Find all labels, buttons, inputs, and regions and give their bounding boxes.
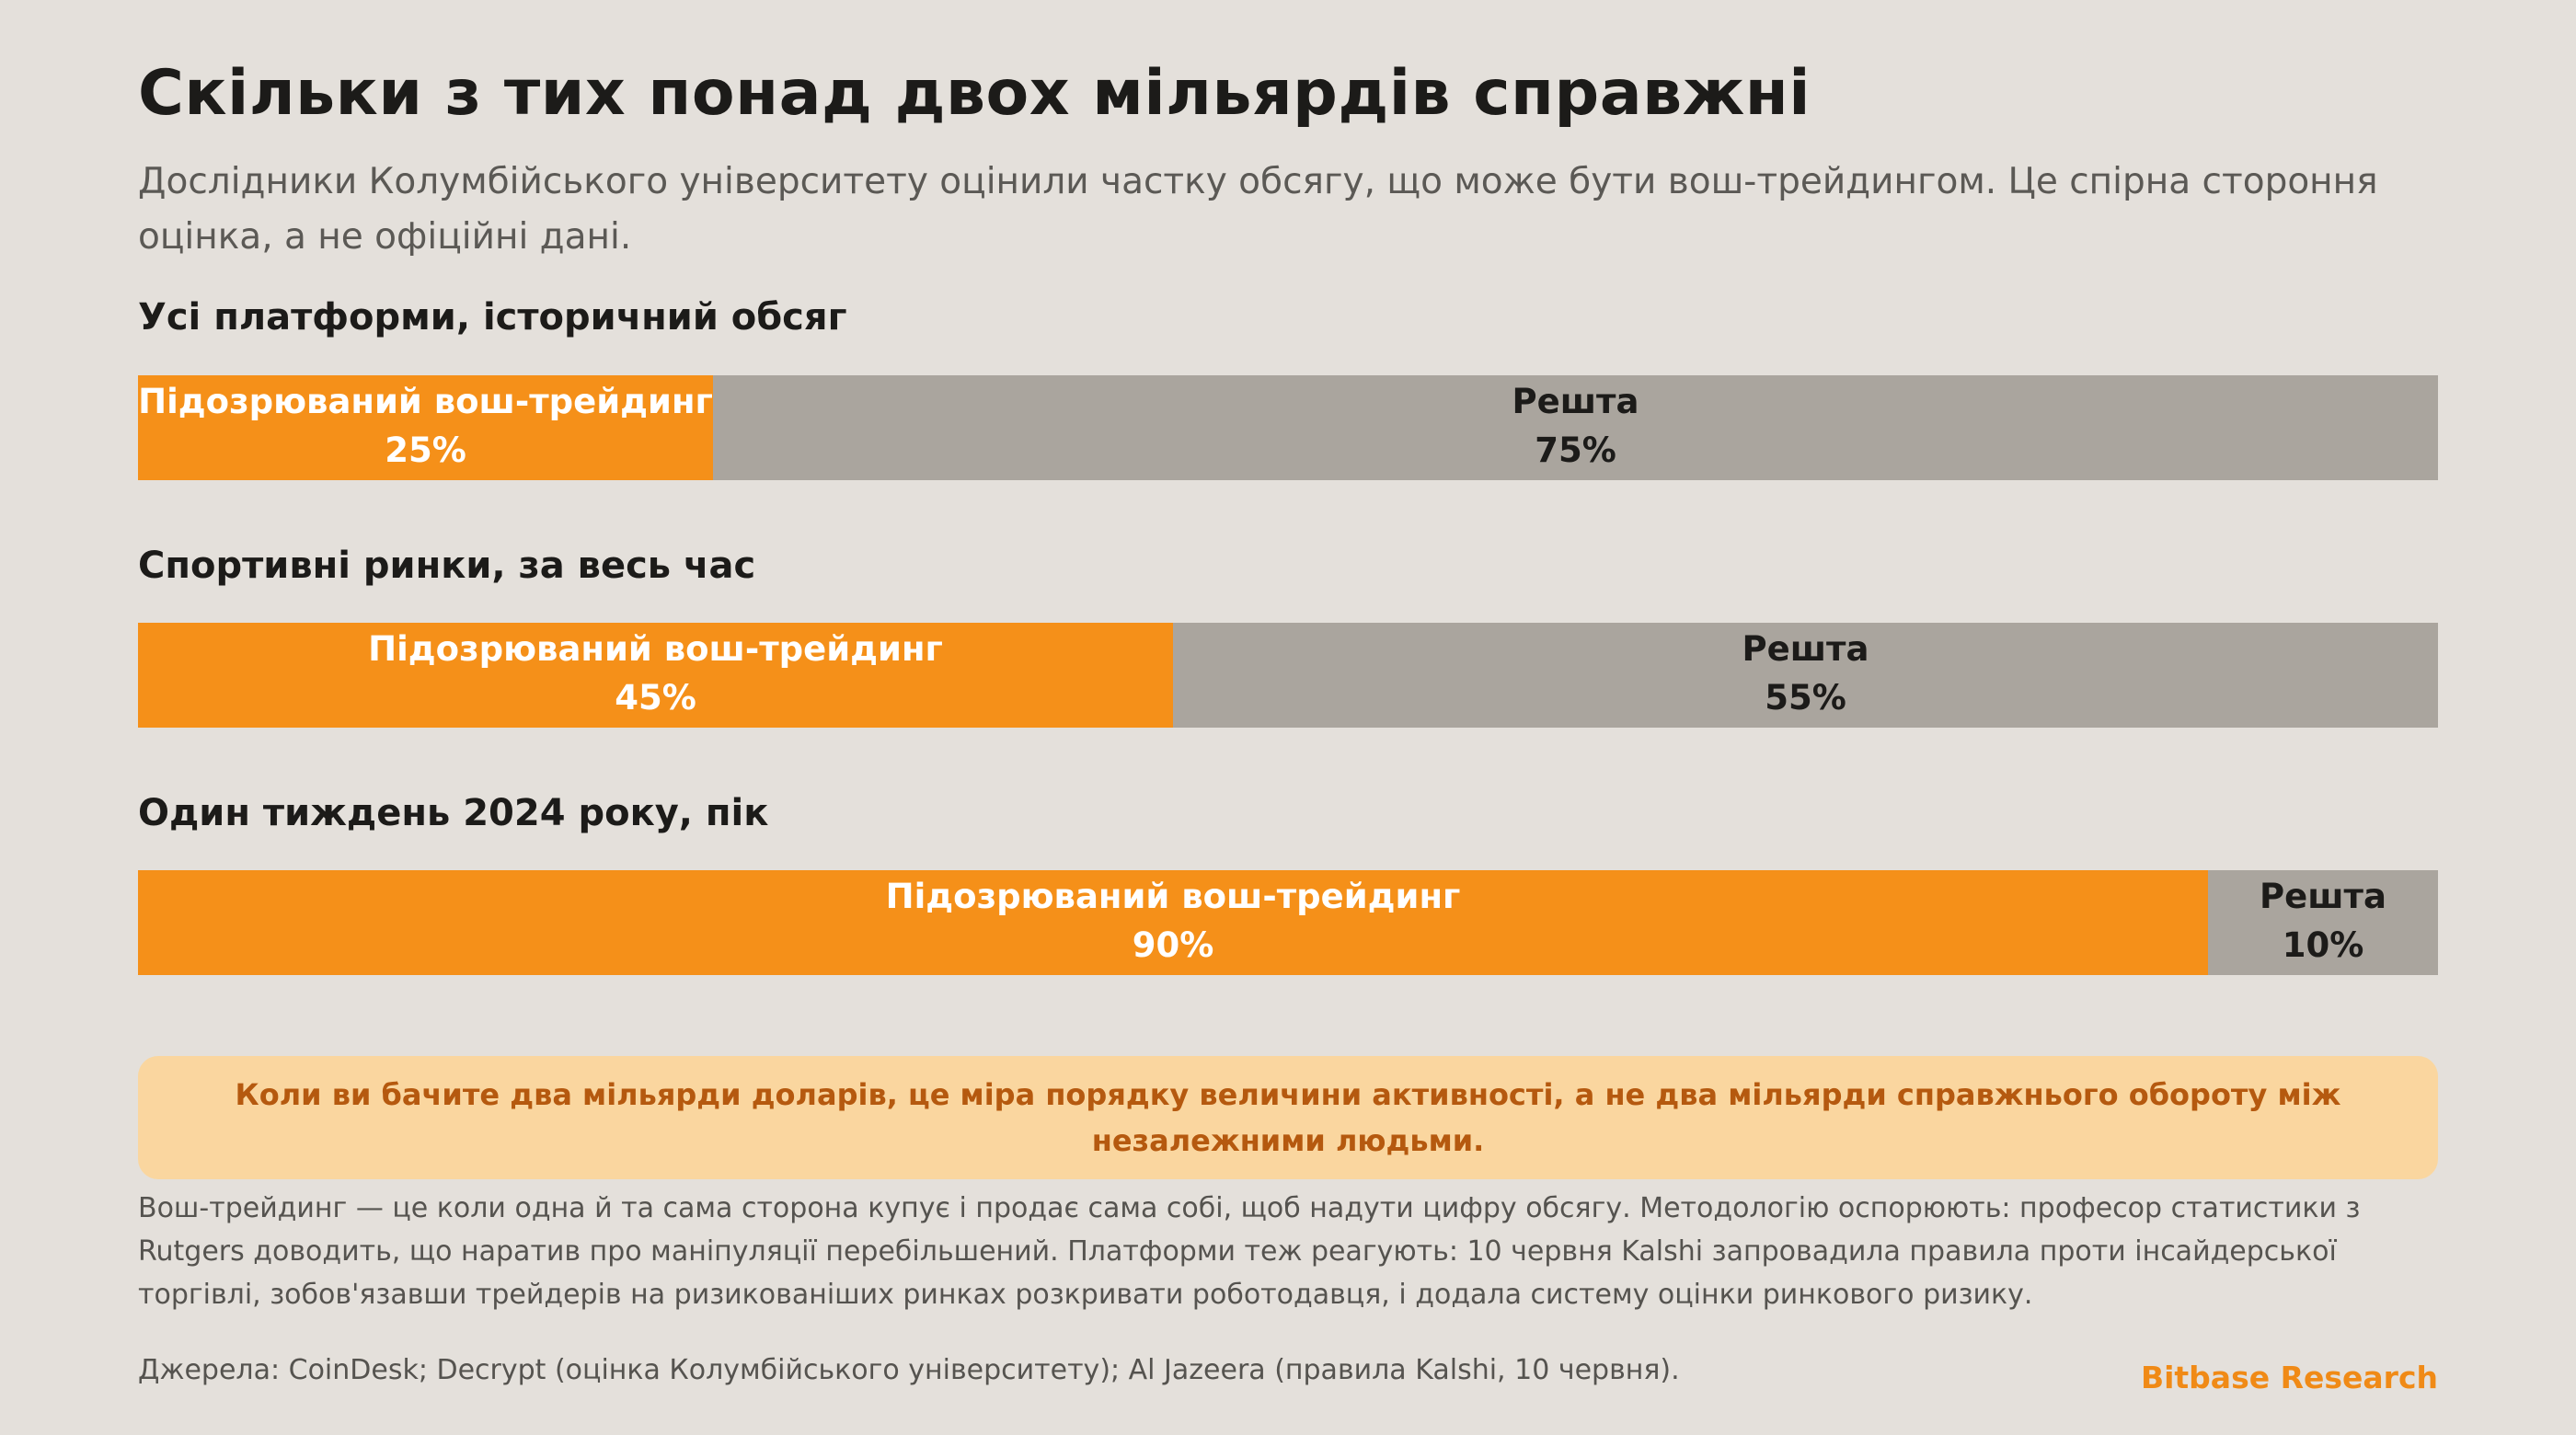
- segment-label: Підозрюваний вош-трейдинг: [138, 382, 713, 421]
- section-label-sports-markets: Спортивні ринки, за весь час: [138, 545, 756, 587]
- bar-segment-wash-trading: Підозрюваний вош-трейдинг 25%: [138, 375, 713, 480]
- section-label-peak-week-2024: Один тиждень 2024 року, пік: [138, 792, 769, 834]
- segment-label: Підозрюваний вош-трейдинг: [885, 877, 1461, 916]
- segment-value: 10%: [2282, 925, 2364, 965]
- section-label-all-platforms: Усі платформи, історичний обсяг: [138, 296, 847, 339]
- bar-segment-wash-trading: Підозрюваний вош-трейдинг 90%: [138, 870, 2208, 975]
- chart-title: Скільки з тих понад двох мільярдів справ…: [138, 57, 1811, 130]
- bar-segment-rest: Решта 10%: [2208, 870, 2438, 975]
- callout-text: Коли ви бачите два мільярди доларів, це …: [235, 1077, 2341, 1158]
- explanatory-note: Вош-трейдинг — це коли одна й та сама ст…: [138, 1192, 2361, 1311]
- segment-label: Підозрюваний вош-трейдинг: [368, 629, 943, 669]
- brand-logo-text: Bitbase Research: [2140, 1360, 2438, 1395]
- callout-box: Коли ви бачите два мільярди доларів, це …: [138, 1056, 2438, 1179]
- segment-label: Решта: [1512, 382, 1639, 421]
- segment-value: 55%: [1765, 678, 1846, 718]
- stacked-bar-peak-week-2024: Підозрюваний вош-трейдинг 90% Решта 10%: [138, 870, 2438, 975]
- bar-segment-rest: Решта 75%: [713, 375, 2438, 480]
- segment-label: Решта: [2260, 877, 2386, 916]
- sources-line: Джерела: CoinDesk; Decrypt (оцінка Колум…: [138, 1354, 1680, 1386]
- segment-value: 90%: [1132, 925, 1214, 965]
- stacked-bar-all-platforms: Підозрюваний вош-трейдинг 25% Решта 75%: [138, 375, 2438, 480]
- chart-subtitle: Дослідники Колумбійського університету о…: [138, 161, 2378, 258]
- bar-segment-wash-trading: Підозрюваний вош-трейдинг 45%: [138, 623, 1173, 728]
- segment-value: 45%: [615, 678, 696, 718]
- segment-label: Решта: [1742, 629, 1869, 669]
- stacked-bar-sports-markets: Підозрюваний вош-трейдинг 45% Решта 55%: [138, 623, 2438, 728]
- segment-value: 25%: [385, 430, 466, 470]
- bar-segment-rest: Решта 55%: [1173, 623, 2438, 728]
- segment-value: 75%: [1535, 430, 1616, 470]
